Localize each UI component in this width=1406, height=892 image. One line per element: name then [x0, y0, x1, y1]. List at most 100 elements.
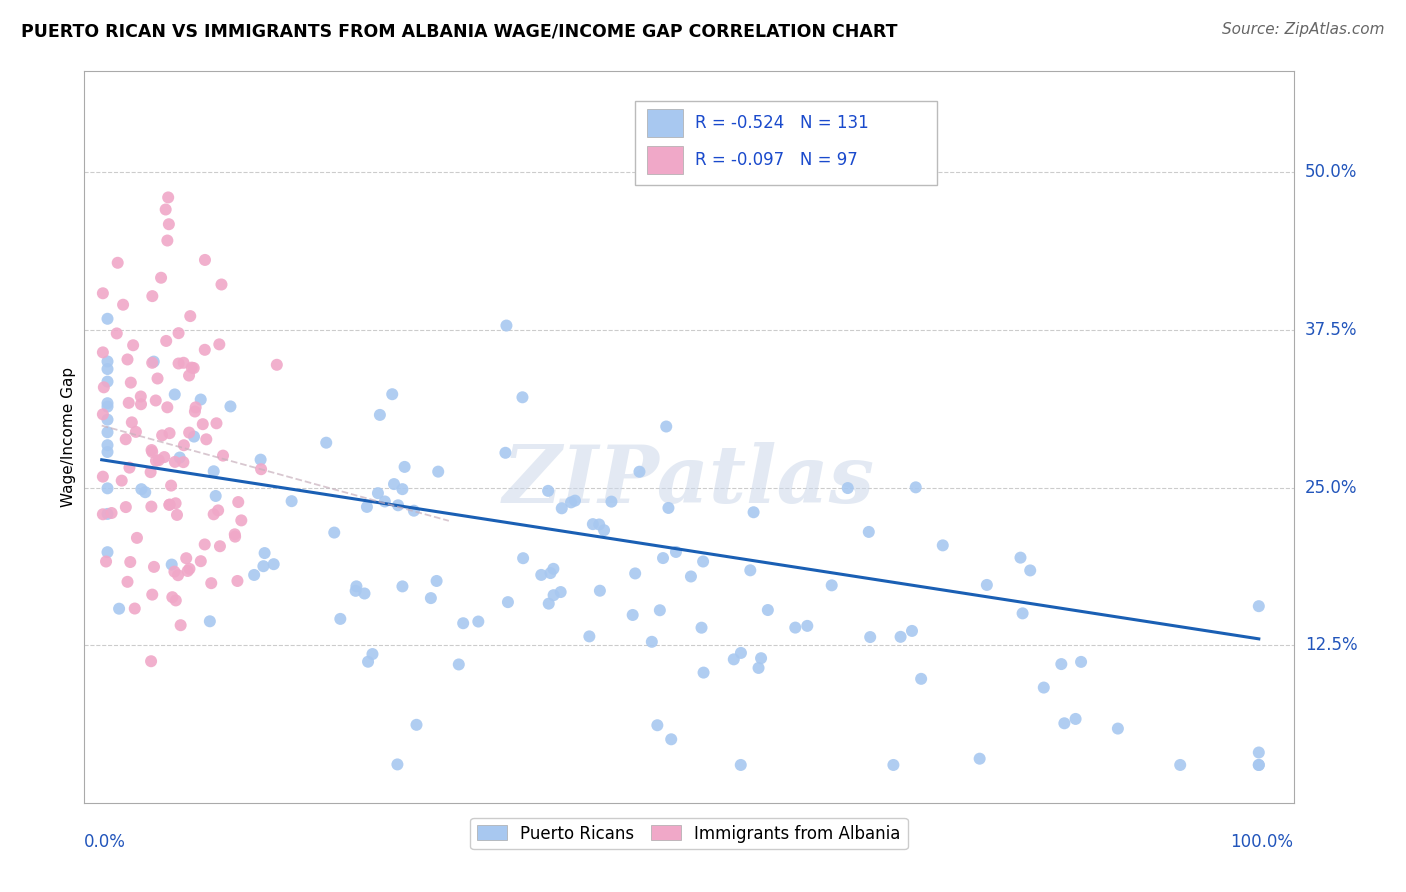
Point — [361, 647, 384, 661]
Point — [131, 482, 153, 496]
Point — [467, 615, 489, 629]
Point — [183, 361, 205, 376]
Point — [1019, 563, 1042, 577]
Point — [122, 338, 145, 352]
Point — [96, 445, 118, 459]
Point — [160, 558, 183, 572]
Point — [530, 568, 553, 582]
Point — [167, 326, 190, 340]
Point — [932, 538, 955, 552]
Point — [150, 270, 173, 285]
Point — [405, 718, 427, 732]
Point — [391, 482, 413, 496]
Point — [494, 446, 516, 460]
Point — [387, 498, 409, 512]
Point — [157, 190, 180, 204]
Point — [211, 277, 233, 292]
Point — [96, 438, 118, 452]
Point — [578, 629, 600, 643]
Point — [231, 513, 253, 527]
Point — [495, 318, 517, 333]
Point — [1064, 712, 1087, 726]
Point — [263, 557, 285, 571]
Point — [588, 517, 610, 532]
Point — [652, 551, 675, 566]
Text: 0.0%: 0.0% — [84, 833, 127, 851]
Point — [205, 417, 228, 431]
Point — [280, 494, 302, 508]
Point — [91, 469, 114, 483]
Text: 100.0%: 100.0% — [1230, 833, 1294, 851]
Point — [159, 498, 181, 512]
Point — [582, 517, 605, 532]
Point — [141, 289, 163, 303]
Point — [125, 531, 148, 545]
Point — [621, 607, 644, 622]
Point — [451, 616, 474, 631]
Point — [190, 392, 212, 407]
Point — [356, 500, 378, 514]
Point — [108, 601, 131, 615]
Point — [381, 387, 404, 401]
Point — [543, 562, 565, 576]
Point — [163, 387, 186, 401]
Point — [159, 426, 181, 441]
Point — [250, 462, 273, 476]
Point — [183, 429, 205, 443]
Point — [266, 358, 288, 372]
Point — [96, 375, 118, 389]
Point — [756, 603, 779, 617]
Point — [117, 574, 139, 589]
Point — [96, 362, 118, 376]
Point — [141, 445, 163, 459]
Point — [679, 569, 702, 583]
Point — [143, 560, 166, 574]
Point — [537, 597, 560, 611]
Point — [550, 585, 572, 599]
Point — [107, 256, 129, 270]
Point — [969, 752, 991, 766]
Point — [976, 578, 998, 592]
Point — [540, 566, 562, 580]
Point — [657, 500, 679, 515]
Point — [323, 525, 346, 540]
Point — [224, 527, 246, 541]
Text: 12.5%: 12.5% — [1305, 636, 1357, 654]
Y-axis label: Wage/Income Gap: Wage/Income Gap — [60, 367, 76, 508]
Text: 25.0%: 25.0% — [1305, 478, 1357, 497]
Point — [96, 481, 118, 495]
Point — [173, 356, 195, 370]
Point — [858, 524, 880, 539]
Point — [179, 562, 201, 576]
Point — [1247, 758, 1270, 772]
Text: PUERTO RICAN VS IMMIGRANTS FROM ALBANIA WAGE/INCOME GAP CORRELATION CHART: PUERTO RICAN VS IMMIGRANTS FROM ALBANIA … — [21, 22, 897, 40]
Point — [93, 380, 115, 394]
Point — [368, 408, 391, 422]
Point — [162, 590, 184, 604]
Point — [730, 646, 752, 660]
Point — [690, 621, 713, 635]
Point — [537, 483, 560, 498]
FancyBboxPatch shape — [647, 110, 683, 137]
Point — [1050, 657, 1073, 671]
Point — [184, 401, 207, 415]
Point — [169, 618, 191, 632]
Point — [641, 635, 664, 649]
Point — [748, 661, 770, 675]
Point — [112, 298, 135, 312]
Point — [723, 652, 745, 666]
Point — [174, 551, 197, 566]
Point — [165, 593, 187, 607]
Point — [111, 474, 134, 488]
Point — [200, 576, 222, 591]
Point — [551, 501, 574, 516]
Point — [204, 489, 226, 503]
Point — [153, 450, 176, 464]
Point — [394, 459, 416, 474]
Point — [1010, 550, 1032, 565]
Point — [142, 354, 165, 368]
Point — [146, 371, 169, 385]
Point — [165, 496, 187, 510]
Point — [252, 559, 274, 574]
Point — [655, 419, 678, 434]
